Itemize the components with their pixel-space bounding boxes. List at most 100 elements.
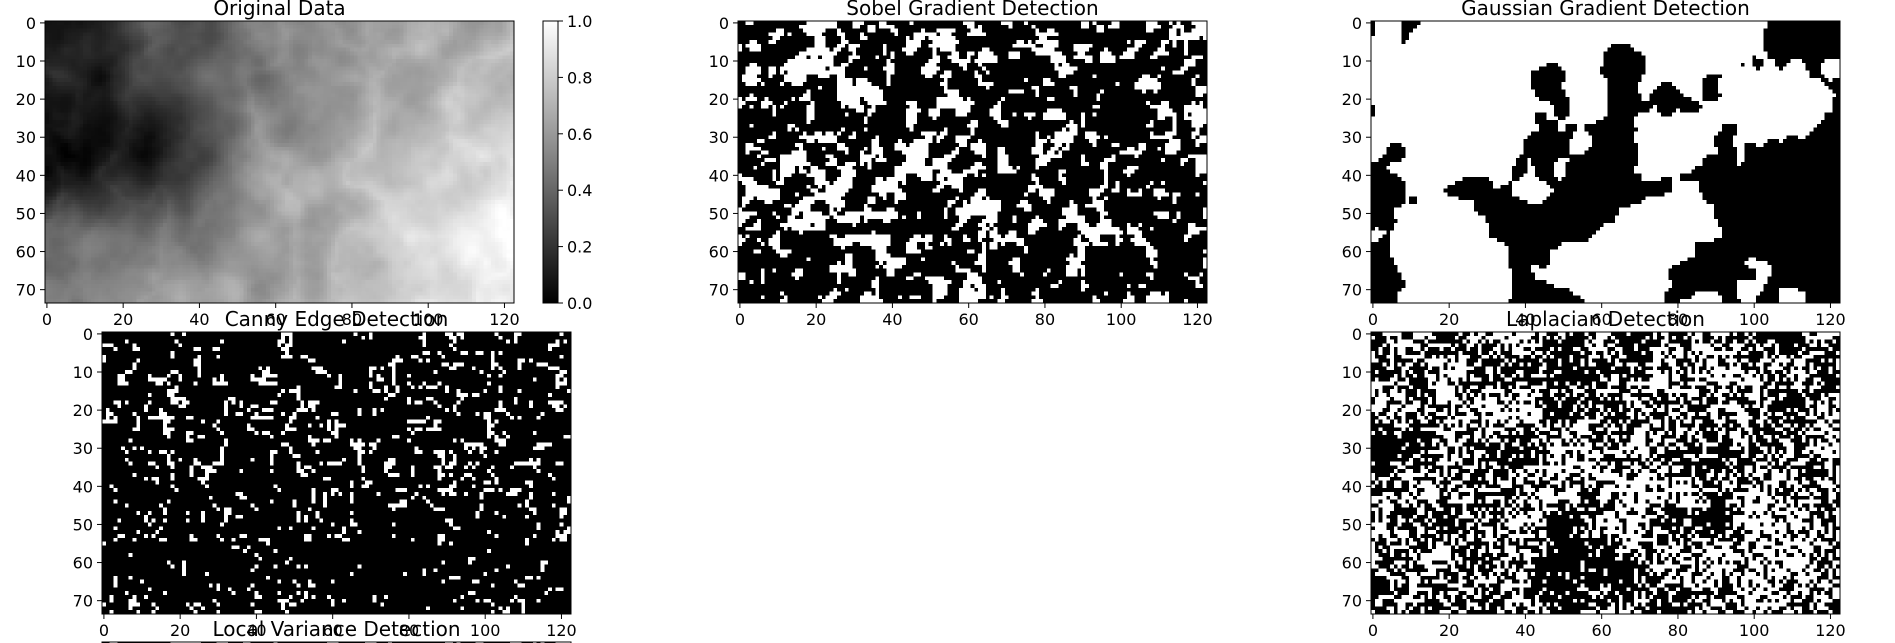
x-tick-label: 40	[882, 310, 902, 329]
x-tick-label: 60	[1592, 621, 1612, 640]
y-tick-label: 30	[16, 128, 36, 147]
subplot-2: Sobel Gradient Detection 0 20 40 60 80 100 120 0…	[709, 0, 1213, 329]
x-tick-label: 20	[1439, 310, 1459, 329]
y-tick-label: 10	[1342, 363, 1362, 382]
colorbar-tick-label: 1.0	[567, 12, 592, 31]
y-tick-label: 0	[1352, 14, 1362, 33]
x-tick-label: 20	[170, 621, 190, 640]
x-tick-label: 60	[323, 621, 343, 640]
x-tick-label: 80	[1035, 310, 1055, 329]
x-tick-label: 80	[342, 310, 362, 329]
colorbar-tick-label: 0.4	[567, 181, 592, 200]
y-tick-label: 70	[1342, 281, 1362, 300]
subplot-4-title: Canny Edge Detection	[225, 307, 449, 331]
x-tick-label: 0	[1368, 310, 1378, 329]
subplot-6-frame	[101, 641, 572, 643]
subplot-4-frame	[101, 331, 572, 615]
subplot-2-frame	[737, 20, 1208, 304]
y-tick-label: 40	[1342, 166, 1362, 185]
x-tick-label: 120	[1182, 310, 1213, 329]
subplot-5-title: Laplacian Detection	[1506, 307, 1705, 331]
y-tick-label: 60	[1342, 243, 1362, 262]
x-tick-label: 80	[1668, 310, 1688, 329]
y-tick-label: 30	[709, 128, 729, 147]
x-tick-label: 120	[1815, 310, 1846, 329]
x-tick-label: 0	[99, 621, 109, 640]
y-tick-label: 60	[16, 243, 36, 262]
subplot-5-frame	[1370, 331, 1841, 615]
subplot-6-title: Local Variance Detection	[212, 617, 460, 641]
colorbar-tick-label: 0.0	[567, 294, 592, 313]
y-tick-label: 20	[709, 90, 729, 109]
subplot-3-frame	[1370, 20, 1841, 304]
y-tick-label: 70	[709, 281, 729, 300]
x-tick-label: 20	[806, 310, 826, 329]
y-tick-label: 50	[1342, 204, 1362, 223]
y-tick-label: 0	[1352, 325, 1362, 344]
y-tick-label: 60	[1342, 554, 1362, 573]
x-tick-label: 40	[1515, 621, 1535, 640]
subplot-5-image	[1371, 332, 1840, 614]
subplot-3-title: Gaussian Gradient Detection	[1461, 0, 1750, 20]
x-tick-label: 0	[42, 310, 52, 329]
colorbar-tick-label: 0.2	[567, 238, 592, 257]
x-tick-label: 100	[470, 621, 501, 640]
y-tick-label: 10	[1342, 52, 1362, 71]
y-tick-label: 30	[1342, 439, 1362, 458]
y-tick-label: 70	[73, 592, 93, 611]
x-tick-label: 60	[266, 310, 286, 329]
x-tick-label: 80	[399, 621, 419, 640]
x-tick-label: 40	[189, 310, 209, 329]
subplot-2-title: Sobel Gradient Detection	[846, 0, 1098, 20]
subplot-1-frame	[44, 20, 515, 304]
x-tick-label: 120	[489, 310, 520, 329]
y-tick-label: 50	[709, 204, 729, 223]
subplot-4: Canny Edge Detection 0 20 40 60 80 100 120 0 10 20…	[73, 307, 577, 640]
colorbar	[542, 20, 559, 304]
colorbar-tick-label: 0.6	[567, 125, 592, 144]
x-tick-label: 100	[1739, 621, 1770, 640]
y-tick-label: 0	[83, 325, 93, 344]
y-tick-label: 60	[73, 554, 93, 573]
y-tick-label: 70	[1342, 592, 1362, 611]
y-tick-label: 20	[73, 401, 93, 420]
y-tick-label: 0	[26, 14, 36, 33]
y-tick-label: 10	[709, 52, 729, 71]
subplot-3-image	[1371, 21, 1840, 303]
y-tick-label: 40	[709, 166, 729, 185]
x-tick-label: 100	[1739, 310, 1770, 329]
x-tick-label: 120	[546, 621, 577, 640]
y-tick-label: 20	[1342, 90, 1362, 109]
subplot-1-title: Original Data	[213, 0, 345, 20]
x-tick-label: 80	[1668, 621, 1688, 640]
x-tick-label: 20	[1439, 621, 1459, 640]
colorbar-tick-label: 0.8	[567, 68, 592, 87]
subplot-1: Original Data 0 20 40 60 80 100 120 0 10 20 30 40 50 6…	[16, 0, 593, 329]
x-tick-label: 40	[1515, 310, 1535, 329]
x-tick-label: 20	[113, 310, 133, 329]
y-tick-label: 20	[16, 90, 36, 109]
x-tick-label: 100	[413, 310, 444, 329]
y-tick-label: 10	[73, 363, 93, 382]
x-tick-label: 100	[1106, 310, 1137, 329]
subplot-1-image	[45, 21, 514, 303]
x-tick-label: 60	[959, 310, 979, 329]
y-tick-label: 70	[16, 281, 36, 300]
subplot-2-image	[738, 21, 1207, 303]
y-tick-label: 20	[1342, 401, 1362, 420]
y-tick-label: 60	[709, 243, 729, 262]
y-tick-label: 50	[73, 515, 93, 534]
x-tick-label: 0	[735, 310, 745, 329]
y-tick-label: 30	[1342, 128, 1362, 147]
y-tick-label: 10	[16, 52, 36, 71]
y-tick-label: 50	[16, 204, 36, 223]
y-tick-label: 50	[1342, 515, 1362, 534]
y-tick-label: 40	[1342, 477, 1362, 496]
x-tick-label: 120	[1815, 621, 1846, 640]
subplot-5: Laplacian Detection 0 20 40 60 80 100 120 0 10 20 3…	[1342, 307, 1846, 640]
y-tick-label: 30	[73, 439, 93, 458]
y-tick-label: 40	[73, 477, 93, 496]
x-tick-label: 60	[1592, 310, 1612, 329]
